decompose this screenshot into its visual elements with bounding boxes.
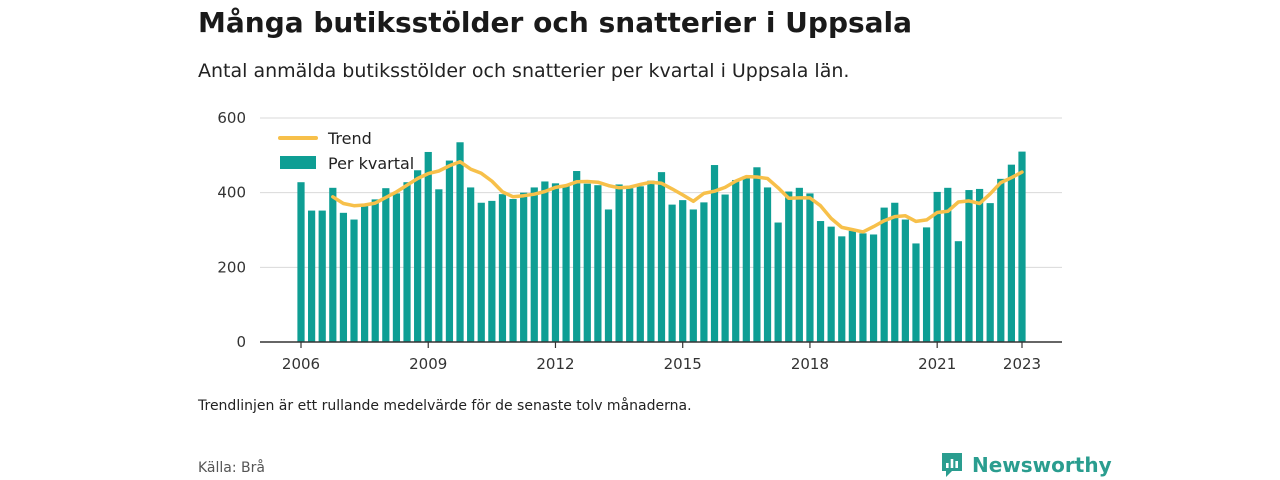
trend-line	[331, 159, 1024, 234]
bar	[583, 183, 591, 342]
trend-line-layer	[331, 159, 1024, 234]
bar	[944, 187, 952, 342]
bar	[488, 200, 496, 342]
bar	[986, 203, 994, 342]
bar	[424, 151, 432, 342]
bar	[435, 189, 443, 342]
bar	[785, 191, 793, 342]
bar	[615, 184, 623, 342]
bar	[806, 193, 814, 342]
y-tick-label: 200	[217, 258, 246, 276]
legend: Trend Per kvartal	[278, 129, 414, 173]
bar	[668, 204, 676, 342]
bar	[604, 209, 613, 342]
bar	[679, 200, 687, 342]
bar	[922, 227, 931, 342]
bar	[933, 191, 941, 342]
footnote: Trendlinjen är ett rullande medelvärde f…	[198, 398, 692, 414]
bar	[742, 176, 750, 342]
bar	[965, 190, 973, 342]
bar	[414, 170, 422, 342]
bar	[318, 210, 326, 342]
bar	[848, 230, 856, 342]
legend-trend-label: Trend	[327, 129, 372, 148]
bar	[329, 187, 337, 342]
bar	[954, 241, 962, 342]
bar	[774, 222, 782, 342]
legend-bar-swatch	[280, 156, 316, 169]
bar	[562, 185, 570, 342]
bar	[753, 167, 761, 342]
axes: 0 200 400 600 2006 2009 2012 2015 2018 2021 2023	[217, 109, 1062, 373]
chart-title: Många butiksstölder och snatterier i Upp…	[198, 6, 913, 39]
bar	[382, 188, 390, 342]
bar	[869, 234, 878, 342]
bar	[339, 212, 348, 342]
brand-logo[interactable]: Newsworthy	[940, 451, 1112, 479]
bar	[498, 194, 507, 342]
source-credit: Källa: Brå	[198, 460, 265, 476]
newsworthy-logo-icon	[942, 453, 962, 477]
x-tick-label: 2012	[536, 355, 574, 373]
bar	[795, 187, 803, 342]
bar	[594, 185, 602, 342]
x-tick-label: 2009	[409, 355, 447, 373]
bar	[1007, 164, 1016, 342]
bar	[371, 199, 379, 342]
bar	[816, 221, 825, 342]
bar	[975, 188, 984, 342]
bar	[700, 202, 708, 342]
y-tick-label: 400	[217, 184, 246, 202]
bar	[307, 210, 316, 342]
bar	[763, 187, 772, 342]
chart-subtitle: Antal anmälda butiksstölder och snatteri…	[198, 60, 850, 82]
bar	[901, 219, 909, 342]
bar	[647, 180, 655, 342]
bar	[551, 183, 560, 342]
x-tick-label: 2015	[664, 355, 702, 373]
bar	[403, 182, 411, 342]
bar	[912, 243, 920, 342]
bar	[350, 219, 358, 342]
bar	[891, 202, 899, 342]
bar	[859, 233, 867, 342]
bar	[827, 226, 835, 342]
bar	[880, 207, 888, 342]
bar	[626, 188, 634, 342]
x-tick-label: 2021	[918, 355, 956, 373]
bar	[710, 165, 719, 342]
bar	[997, 178, 1005, 342]
bar	[530, 187, 538, 342]
legend-bar-label: Per kvartal	[328, 154, 414, 173]
bar	[445, 160, 454, 342]
bar	[689, 209, 697, 342]
bars-per-kvartal	[297, 142, 1026, 342]
bar	[456, 142, 464, 342]
bar	[721, 194, 729, 342]
brand-name: Newsworthy	[972, 453, 1112, 477]
x-tick-label: 2006	[282, 355, 320, 373]
x-tick-label: 2018	[791, 355, 829, 373]
bar	[732, 179, 740, 342]
bar	[636, 186, 644, 342]
bar	[657, 172, 666, 342]
bar	[509, 199, 517, 342]
bar	[573, 171, 581, 342]
bar	[838, 236, 846, 342]
x-tick-label: 2023	[1003, 355, 1041, 373]
bar	[467, 187, 475, 342]
bar	[1018, 151, 1026, 342]
bar	[392, 193, 401, 342]
bar	[477, 202, 485, 342]
y-tick-label: 600	[217, 109, 246, 127]
y-tick-label: 0	[236, 333, 246, 351]
bar	[361, 204, 369, 342]
bar	[541, 181, 549, 342]
bar	[520, 192, 528, 342]
bar	[297, 182, 305, 342]
